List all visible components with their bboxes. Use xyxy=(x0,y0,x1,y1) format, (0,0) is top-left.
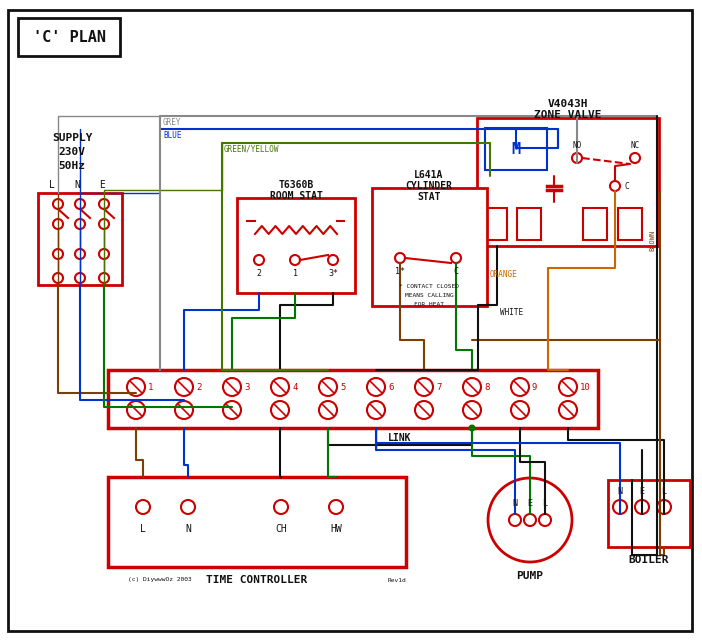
Text: * CONTACT CLOSED: * CONTACT CLOSED xyxy=(399,283,459,288)
Text: 2: 2 xyxy=(256,269,262,278)
Text: TIME CONTROLLER: TIME CONTROLLER xyxy=(206,575,307,585)
Text: 'C' PLAN: 'C' PLAN xyxy=(32,29,105,44)
Bar xyxy=(108,477,406,567)
Text: 5: 5 xyxy=(340,383,345,392)
Text: PUMP: PUMP xyxy=(517,571,543,581)
Text: GREEN/YELLOW: GREEN/YELLOW xyxy=(224,144,279,153)
Text: N: N xyxy=(512,499,517,508)
Text: 230V: 230V xyxy=(58,147,86,157)
Text: (c) DiywwwOz 2003: (c) DiywwwOz 2003 xyxy=(128,578,192,583)
Text: 4: 4 xyxy=(292,383,298,392)
Text: M: M xyxy=(512,142,521,156)
Text: Rev1d: Rev1d xyxy=(388,578,406,583)
Text: CH: CH xyxy=(275,524,287,534)
Text: ZONE VALVE: ZONE VALVE xyxy=(534,110,602,120)
Bar xyxy=(608,480,690,547)
Text: CYLINDER: CYLINDER xyxy=(406,181,453,191)
Bar xyxy=(583,208,607,240)
Text: MEANS CALLING: MEANS CALLING xyxy=(404,292,453,297)
Text: N: N xyxy=(74,180,80,190)
Bar xyxy=(372,188,487,306)
Text: N: N xyxy=(618,488,623,497)
Text: LINK: LINK xyxy=(388,433,412,443)
Text: 1: 1 xyxy=(148,383,153,392)
Text: ORANGE: ORANGE xyxy=(490,269,518,278)
Text: T6360B: T6360B xyxy=(279,180,314,190)
Text: 1: 1 xyxy=(293,269,298,278)
Text: L: L xyxy=(140,524,146,534)
Bar xyxy=(38,193,122,285)
Bar xyxy=(485,128,547,170)
Text: BROWN: BROWN xyxy=(649,229,655,251)
Text: SUPPLY: SUPPLY xyxy=(52,133,92,143)
Bar xyxy=(18,18,120,56)
Text: WHITE: WHITE xyxy=(500,308,523,317)
Text: 3: 3 xyxy=(244,383,249,392)
Text: 2: 2 xyxy=(196,383,201,392)
Text: HW: HW xyxy=(330,524,342,534)
Text: C: C xyxy=(625,181,629,190)
Bar xyxy=(517,208,541,240)
Text: BLUE: BLUE xyxy=(163,131,182,140)
Text: V4043H: V4043H xyxy=(548,99,588,109)
Text: NC: NC xyxy=(630,140,640,149)
Text: L641A: L641A xyxy=(414,170,444,180)
Text: ROOM STAT: ROOM STAT xyxy=(270,191,322,201)
Bar xyxy=(618,208,642,240)
Text: L: L xyxy=(661,488,666,497)
Text: 50Hz: 50Hz xyxy=(58,161,86,171)
Text: E: E xyxy=(527,499,533,508)
Text: E: E xyxy=(640,488,644,497)
Text: 3*: 3* xyxy=(328,269,338,278)
Text: 6: 6 xyxy=(388,383,393,392)
Text: NO: NO xyxy=(572,140,582,149)
Bar xyxy=(108,370,598,428)
Text: GREY: GREY xyxy=(163,117,182,126)
Text: C: C xyxy=(453,267,458,276)
Text: STAT: STAT xyxy=(417,192,441,202)
Circle shape xyxy=(469,425,475,431)
Bar xyxy=(477,118,659,246)
Text: 7: 7 xyxy=(436,383,442,392)
Text: 10: 10 xyxy=(580,383,591,392)
Bar xyxy=(483,208,507,240)
Text: 8: 8 xyxy=(484,383,489,392)
Bar xyxy=(237,198,355,293)
Text: BOILER: BOILER xyxy=(629,555,669,565)
Text: N: N xyxy=(185,524,191,534)
Text: 9: 9 xyxy=(532,383,537,392)
Text: FOR HEAT: FOR HEAT xyxy=(414,301,444,306)
Text: 1*: 1* xyxy=(395,267,405,276)
Text: L: L xyxy=(49,180,55,190)
Text: E: E xyxy=(99,180,105,190)
Text: L: L xyxy=(543,499,548,508)
